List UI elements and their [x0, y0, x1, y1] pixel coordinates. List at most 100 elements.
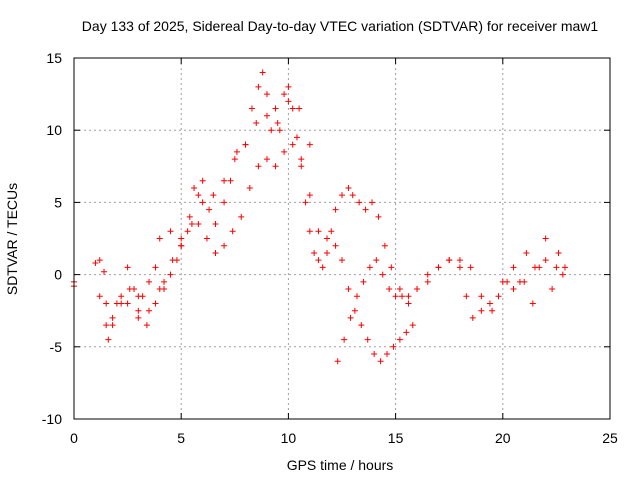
data-point — [414, 286, 421, 293]
data-point — [298, 156, 305, 163]
data-point — [332, 242, 339, 249]
data-point — [178, 242, 185, 249]
data-point — [424, 278, 431, 285]
data-point — [553, 264, 560, 271]
data-point — [339, 192, 345, 199]
x-tick-label: 25 — [602, 430, 618, 446]
data-point — [478, 307, 485, 314]
data-point — [332, 206, 339, 213]
data-point — [135, 314, 142, 321]
data-point — [242, 141, 249, 148]
data-point — [195, 221, 202, 228]
data-point — [486, 300, 493, 307]
data-point — [255, 163, 262, 170]
data-point — [296, 105, 303, 112]
data-point — [152, 264, 159, 271]
data-point — [103, 300, 110, 307]
x-tick-label: 0 — [70, 430, 78, 446]
data-point — [206, 206, 213, 213]
data-point — [276, 127, 283, 134]
data-point — [323, 249, 330, 256]
data-point — [345, 184, 352, 191]
y-tick-label: -10 — [42, 411, 62, 427]
data-point — [96, 257, 103, 264]
data-point — [388, 264, 395, 271]
data-point — [536, 264, 543, 271]
data-point — [358, 322, 365, 329]
data-point — [379, 271, 386, 278]
data-points — [71, 69, 568, 365]
data-point — [238, 213, 245, 220]
data-point — [405, 293, 412, 300]
data-point — [263, 156, 270, 163]
data-point — [124, 300, 131, 307]
y-axis-label: SDTVAR / TECUs — [4, 183, 20, 295]
data-point — [188, 221, 195, 228]
data-point — [371, 351, 378, 358]
data-point — [274, 119, 281, 126]
data-point — [384, 351, 391, 358]
data-point — [369, 199, 376, 206]
data-point — [467, 264, 474, 271]
data-point — [390, 343, 397, 350]
data-point — [306, 141, 313, 148]
data-point — [255, 83, 262, 90]
x-axis-label: GPS time / hours — [287, 457, 394, 473]
data-point — [424, 271, 431, 278]
data-point — [281, 148, 288, 155]
data-point — [199, 199, 206, 206]
axis-ticks: 0 5 10 15 20 25 -10 -5 0 5 10 15 — [42, 50, 618, 446]
data-point — [109, 322, 116, 329]
data-point — [210, 192, 217, 199]
data-point — [529, 300, 536, 307]
data-point — [195, 192, 202, 199]
data-point — [319, 264, 326, 271]
data-point — [289, 105, 296, 112]
data-point — [118, 300, 125, 307]
data-point — [561, 264, 568, 271]
data-point — [302, 199, 309, 206]
data-point — [456, 264, 463, 271]
data-point — [109, 314, 116, 321]
data-point — [523, 249, 530, 256]
data-point — [253, 119, 260, 126]
data-point — [366, 264, 373, 271]
data-point — [381, 242, 388, 249]
data-point — [306, 192, 313, 199]
data-point — [306, 228, 313, 235]
data-point — [341, 336, 348, 343]
data-point — [118, 293, 125, 300]
data-point — [143, 322, 150, 329]
data-point — [328, 228, 335, 235]
data-point — [298, 163, 305, 170]
data-point — [478, 293, 485, 300]
data-point — [285, 83, 292, 90]
data-point — [356, 199, 363, 206]
x-tick-label: 15 — [388, 430, 404, 446]
data-point — [323, 235, 330, 242]
data-point — [167, 271, 174, 278]
data-point — [268, 127, 275, 134]
data-point — [345, 286, 352, 293]
data-point — [152, 300, 159, 307]
data-point — [285, 98, 292, 105]
data-point — [559, 271, 566, 278]
data-point — [403, 329, 410, 336]
data-point — [184, 228, 191, 235]
x-tick-label: 20 — [495, 430, 511, 446]
data-point — [178, 235, 185, 242]
data-point — [377, 358, 384, 365]
data-point — [456, 257, 463, 264]
x-tick-label: 5 — [177, 430, 185, 446]
data-point — [272, 105, 279, 112]
data-point — [246, 184, 253, 191]
data-point — [339, 257, 345, 264]
data-point — [396, 336, 403, 343]
data-point — [364, 336, 371, 343]
data-point — [549, 286, 556, 293]
data-point — [259, 69, 266, 76]
data-point — [231, 156, 238, 163]
data-point — [516, 278, 523, 285]
data-point — [504, 278, 511, 285]
data-point — [281, 91, 288, 98]
